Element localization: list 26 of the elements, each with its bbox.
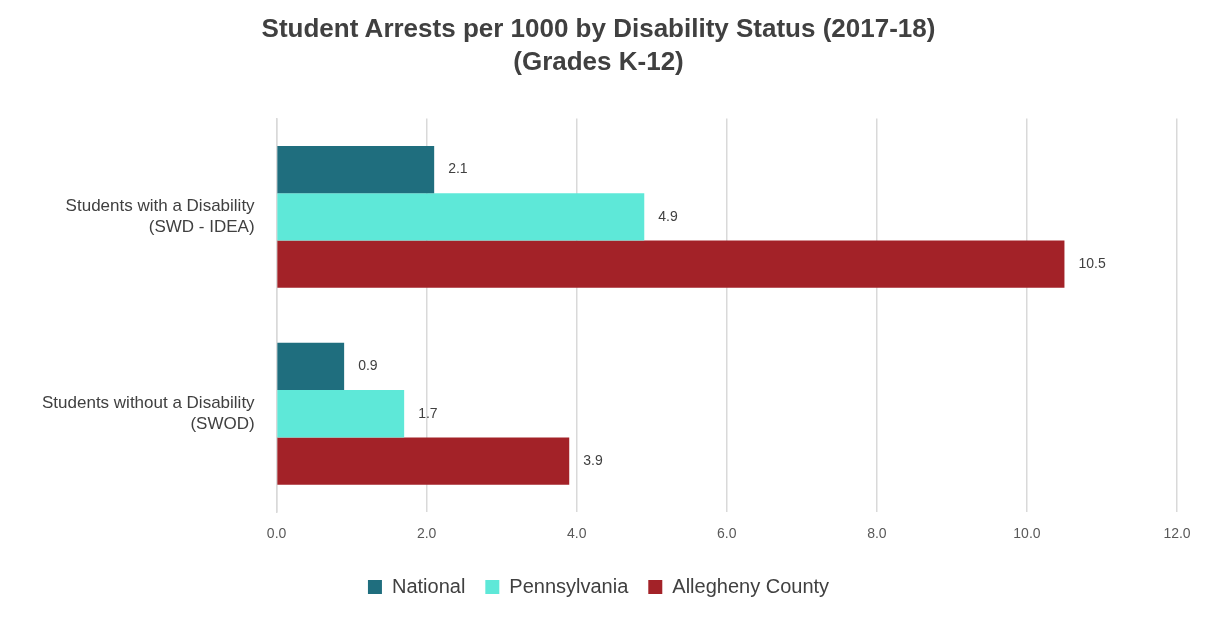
y-tick-label: Students with a Disability (SWD - IDEA) (65, 196, 256, 236)
y-tick-label: Students without a Disability (SWOD) (42, 393, 256, 433)
bar (277, 342, 345, 391)
x-tick-label: 10.0 (1013, 525, 1041, 542)
legend-label: Pennsylvania (509, 574, 630, 597)
data-label: 10.5 (1078, 254, 1106, 271)
data-label: 2.1 (448, 160, 468, 177)
x-tick-label: 2.0 (416, 525, 437, 542)
chart-title: Student Arrests per 1000 by Disability Status (2017-18) (261, 12, 936, 43)
x-tick-label: 6.0 (717, 525, 737, 542)
chart-subtitle: (Grades K-12) (513, 45, 684, 76)
data-label: 4.9 (658, 207, 678, 224)
x-tick-label: 12.0 (1163, 525, 1191, 542)
data-label: 0.9 (358, 357, 378, 374)
data-label: 1.7 (418, 404, 438, 421)
x-tick-label: 8.0 (867, 525, 887, 542)
bar (277, 193, 645, 241)
data-label: 3.9 (583, 451, 603, 468)
x-tick-label: 0.0 (266, 525, 287, 542)
bar (277, 145, 435, 194)
bar (277, 240, 1065, 288)
bar (277, 390, 405, 438)
legend-label: Allegheny County (672, 574, 830, 597)
legend-label: National (391, 574, 466, 597)
x-tick-label: 4.0 (567, 525, 587, 542)
bar (277, 437, 570, 485)
